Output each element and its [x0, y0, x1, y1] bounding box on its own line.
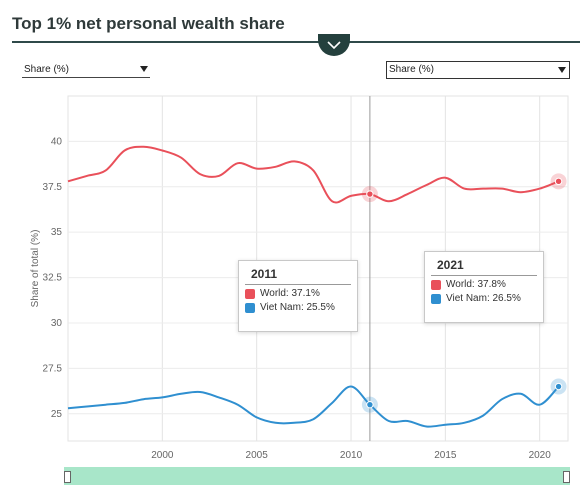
scrollbar-right-handle[interactable]	[563, 471, 570, 483]
right-metric-select[interactable]: Share (%)	[386, 61, 570, 79]
series-line-world	[67, 145, 559, 204]
y-tick-label: 25	[51, 409, 63, 420]
x-tick-label: 2015	[434, 450, 457, 461]
page-title: Top 1% net personal wealth share	[12, 14, 285, 33]
world-swatch	[431, 279, 441, 290]
tooltip-row-world: World: 37.1%	[239, 285, 357, 299]
y-tick-label: 40	[51, 136, 63, 147]
vietnam-swatch	[431, 293, 441, 304]
dropdown-arrow-icon	[140, 66, 148, 72]
title-divider	[12, 41, 580, 43]
tooltip-label: Viet Nam: 25.5%	[260, 302, 335, 313]
range-scrollbar[interactable]	[64, 467, 570, 485]
tooltip-2011: 2011 World: 37.1% Viet Nam: 25.5%	[238, 260, 358, 332]
data-point-world	[366, 190, 374, 198]
plot-area	[67, 95, 569, 442]
scrollbar-left-handle[interactable]	[64, 471, 71, 483]
tooltip-label: World: 37.1%	[260, 288, 320, 299]
y-axis-label: Share of total (%)	[30, 230, 41, 308]
left-metric-select[interactable]: Share (%)	[22, 61, 150, 78]
tooltip-year: 2011	[245, 261, 351, 285]
right-select-value: Share (%)	[389, 64, 435, 75]
y-tick-label: 27.5	[43, 363, 63, 374]
data-point-viet-nam	[554, 382, 563, 391]
y-tick-label: 35	[51, 227, 63, 238]
chevron-down-icon	[327, 41, 341, 50]
tooltip-label: Viet Nam: 26.5%	[446, 293, 521, 304]
data-point-world	[554, 177, 563, 186]
dropdown-arrow-icon	[558, 67, 566, 73]
tooltip-row-vietnam: Viet Nam: 26.5%	[425, 290, 543, 304]
series-line-viet-nam	[67, 385, 560, 428]
collapse-button[interactable]	[318, 34, 350, 56]
data-point-viet-nam	[366, 400, 374, 409]
left-select-value: Share (%)	[24, 64, 70, 75]
vietnam-swatch	[245, 302, 255, 313]
tooltip-year: 2021	[431, 252, 537, 276]
tooltip-row-world: World: 37.8%	[425, 276, 543, 290]
y-tick-label: 30	[51, 318, 63, 329]
x-tick-label: 2000	[151, 450, 174, 461]
x-tick-label: 2005	[246, 450, 269, 461]
y-tick-label: 37.5	[43, 182, 63, 193]
tooltip-row-vietnam: Viet Nam: 25.5%	[239, 299, 357, 313]
world-swatch	[245, 288, 255, 299]
tooltip-2021: 2021 World: 37.8% Viet Nam: 26.5%	[424, 251, 544, 323]
x-tick-label: 2020	[529, 450, 552, 461]
x-tick-label: 2010	[340, 450, 363, 461]
y-tick-label: 32.5	[43, 273, 63, 284]
tooltip-label: World: 37.8%	[446, 279, 506, 290]
